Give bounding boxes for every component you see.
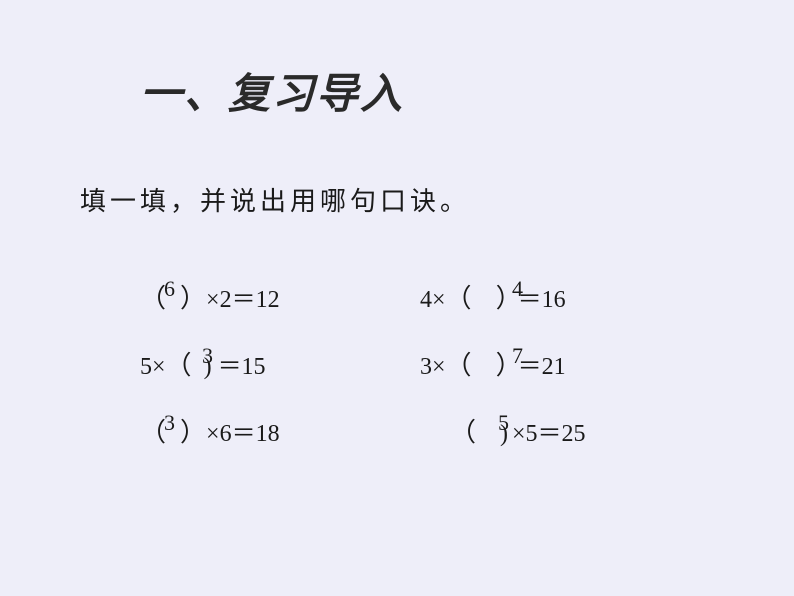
answer-6: 5	[498, 410, 509, 436]
equation-row-2: 5×（ 3)＝15 3×（ ）7＝21	[140, 345, 734, 382]
equation-2-right: 3×（ ）7＝21	[420, 345, 700, 382]
equation-2-left: 5×（ 3)＝15	[140, 345, 420, 382]
answer-5: 3	[164, 410, 175, 436]
slide-container: 一、复习导入 填一填，并说出用哪句口诀。 （6）×2＝12 4×（ ）4＝16 …	[0, 0, 794, 596]
equation-row-1: （6）×2＝12 4×（ ）4＝16	[140, 278, 734, 315]
equation-prefix: 4×	[420, 287, 446, 313]
equation-prefix: 5×	[140, 354, 166, 380]
equation-1-right: 4×（ ）4＝16	[420, 278, 700, 315]
paren-open: （	[446, 284, 472, 313]
equation-3-left: （3）×6＝18	[140, 412, 420, 449]
equation-3-right: （ )5×5＝25	[450, 412, 730, 449]
equation-rest: ＝15	[218, 354, 266, 380]
answer-3: 3	[202, 343, 213, 369]
result: 21	[542, 354, 566, 380]
paren-open: （	[166, 351, 192, 380]
equation-rest: ×5＝25	[512, 421, 586, 447]
equations-grid: （6）×2＝12 4×（ ）4＝16 5×（ 3)＝15 3×（ ）7＝21 （…	[140, 278, 734, 449]
equation-rest: ×6＝18	[206, 421, 280, 447]
instruction-text: 填一填，并说出用哪句口诀。	[80, 181, 734, 218]
equation-1-left: （6）×2＝12	[140, 278, 420, 315]
paren-open: （	[140, 284, 166, 313]
equation-prefix: 3×	[420, 354, 446, 380]
paren-open: （	[446, 351, 472, 380]
space	[476, 421, 500, 447]
space	[472, 354, 496, 380]
equation-rest: ×2＝12	[206, 287, 280, 313]
paren-close: ）	[180, 421, 206, 447]
answer-4: 7	[512, 343, 523, 369]
space	[472, 287, 496, 313]
answer-1: 6	[164, 276, 175, 302]
section-title: 一、复习导入	[140, 60, 734, 121]
result: 16	[542, 287, 566, 313]
paren-close: ）	[180, 287, 206, 313]
answer-2: 4	[512, 276, 523, 302]
paren-open: （	[450, 418, 476, 447]
paren-open: （	[140, 418, 166, 447]
equation-row-3: （3）×6＝18 （ )5×5＝25	[140, 412, 734, 449]
